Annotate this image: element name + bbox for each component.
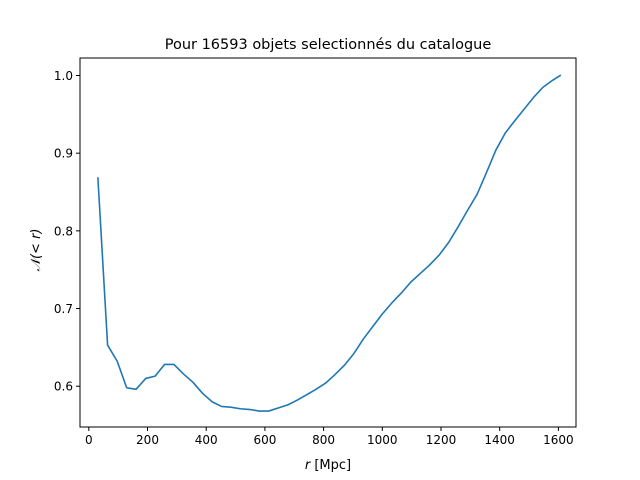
y-tick-label: 0.7 xyxy=(54,302,73,316)
plot-area xyxy=(97,74,562,412)
y-axis: 0.6 0.7 0.8 0.9 1.0 xyxy=(54,69,80,394)
chart-title: Pour 16593 objets selectionnés du catalo… xyxy=(165,37,492,53)
x-tick-label: 1000 xyxy=(367,433,398,447)
x-axis-label-italic: r xyxy=(305,458,312,473)
x-tick-label: 1400 xyxy=(484,433,515,447)
series-line-0 xyxy=(97,74,562,412)
plot-frame xyxy=(79,57,577,428)
x-tick-label: 600 xyxy=(253,433,276,447)
y-axis-label-rest: (< r) xyxy=(29,229,44,260)
x-axis-label: r [Mpc] xyxy=(305,458,351,473)
x-tick-label: 1200 xyxy=(426,433,457,447)
x-tick-label: 200 xyxy=(136,433,159,447)
y-tick-label: 0.9 xyxy=(54,147,73,161)
y-axis-label: 𝒩(< r) xyxy=(29,229,44,272)
x-axis: 0 200 400 600 800 1000 1200 1400 1600 xyxy=(85,427,574,447)
x-tick-label: 800 xyxy=(312,433,335,447)
x-tick-label: 1600 xyxy=(543,433,574,447)
y-tick-label: 0.8 xyxy=(54,224,73,238)
x-tick-label: 0 xyxy=(85,433,93,447)
x-tick-label: 400 xyxy=(195,433,218,447)
x-axis-label-rest: [Mpc] xyxy=(310,458,351,473)
y-tick-label: 1.0 xyxy=(54,69,73,83)
y-tick-label: 0.6 xyxy=(54,380,73,394)
